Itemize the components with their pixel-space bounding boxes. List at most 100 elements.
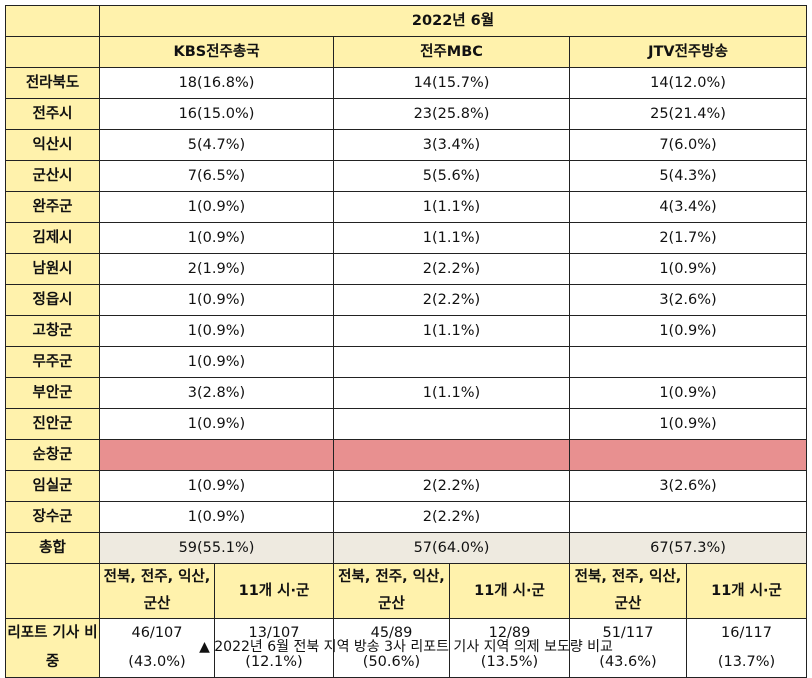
- period-row: 2022년 6월: [5, 5, 808, 37]
- count-cell: 1(0.9%): [568, 253, 808, 285]
- region-label: 총합: [5, 532, 100, 564]
- region-label: 군산시: [5, 160, 100, 192]
- count-cell: [568, 501, 808, 533]
- count-cell: 59(55.1%): [99, 532, 334, 564]
- region-label: 순창군: [5, 439, 100, 471]
- table-row: 전주시 16(15.0%) 23(25.8%) 25(21.4%): [5, 98, 808, 130]
- count-cell: 2(2.2%): [333, 253, 570, 285]
- count-cell: [333, 346, 570, 378]
- count-cell: 1(0.9%): [99, 315, 334, 347]
- count-cell: 23(25.8%): [333, 98, 570, 130]
- broadcaster-row: KBS전주총국 전주MBC JTV전주방송: [5, 36, 808, 68]
- count-cell: 4(3.4%): [568, 191, 808, 223]
- count-cell: [333, 439, 570, 471]
- report-count: 16/117: [721, 625, 773, 641]
- report-count: 12/89: [488, 625, 531, 641]
- region-label: 임실군: [5, 470, 100, 502]
- report-count: 13/107: [248, 625, 300, 641]
- count-cell: 57(64.0%): [333, 532, 570, 564]
- count-cell: 7(6.5%): [99, 160, 334, 192]
- table-row: 순창군: [5, 439, 808, 471]
- count-cell: 16(15.0%): [99, 98, 334, 130]
- count-cell: 2(2.2%): [333, 501, 570, 533]
- count-cell: 5(5.6%): [333, 160, 570, 192]
- corner-cell: [5, 5, 100, 37]
- total-row: 총합 59(55.1%) 57(64.0%) 67(57.3%): [5, 532, 808, 564]
- subheader-11-counties: 11개 시·군: [214, 563, 334, 619]
- count-cell: 67(57.3%): [568, 532, 808, 564]
- count-cell: 2(1.9%): [99, 253, 334, 285]
- region-label: 전주시: [5, 98, 100, 130]
- region-label: 익산시: [5, 129, 100, 161]
- region-label: 장수군: [5, 501, 100, 533]
- region-label: 진안군: [5, 408, 100, 440]
- region-label: 부안군: [5, 377, 100, 409]
- table-body: 2022년 6월 KBS전주총국 전주MBC JTV전주방송 전라북도 18(16…: [5, 5, 808, 678]
- count-cell: 1(0.9%): [99, 501, 334, 533]
- table-row: 전라북도 18(16.8%) 14(15.7%) 14(12.0%): [5, 67, 808, 99]
- count-cell: 3(2.8%): [99, 377, 334, 409]
- table-row: 군산시 7(6.5%) 5(5.6%) 5(4.3%): [5, 160, 808, 192]
- count-cell: 3(3.4%): [333, 129, 570, 161]
- subheader-major-cities: 전북, 전주, 익산, 군산: [569, 563, 687, 619]
- table-row: 임실군 1(0.9%) 2(2.2%) 3(2.6%): [5, 470, 808, 502]
- report-count: 46/107: [131, 625, 183, 641]
- corner-cell: [5, 563, 100, 619]
- count-cell: [568, 439, 808, 471]
- table-row: 고창군 1(0.9%) 1(1.1%) 1(0.9%): [5, 315, 808, 347]
- count-cell: 1(0.9%): [99, 191, 334, 223]
- subheader-11-counties: 11개 시·군: [685, 563, 808, 619]
- count-cell: 1(1.1%): [333, 377, 570, 409]
- broadcaster-header-jtv: JTV전주방송: [568, 36, 808, 68]
- count-cell: 1(0.9%): [568, 315, 808, 347]
- table-row: 장수군 1(0.9%) 2(2.2%): [5, 501, 808, 533]
- table-caption: ▲ 2022년 6월 전북 지역 방송 3사 리포트 기사 지역 의제 보도량 …: [199, 639, 613, 655]
- region-label: 정읍시: [5, 284, 100, 316]
- count-cell: [333, 408, 570, 440]
- count-cell: 1(0.9%): [99, 222, 334, 254]
- count-cell: 3(2.6%): [568, 470, 808, 502]
- count-cell: 2(2.2%): [333, 470, 570, 502]
- count-cell: 1(0.9%): [99, 408, 334, 440]
- count-cell: 1(0.9%): [99, 284, 334, 316]
- count-cell: 25(21.4%): [568, 98, 808, 130]
- count-cell: 18(16.8%): [99, 67, 334, 99]
- broadcaster-header-mbc: 전주MBC: [333, 36, 570, 68]
- subheader-major-cities: 전북, 전주, 익산, 군산: [99, 563, 215, 619]
- region-label: 고창군: [5, 315, 100, 347]
- corner-cell: [5, 36, 100, 68]
- table-row: 진안군 1(0.9%) 1(0.9%): [5, 408, 808, 440]
- count-cell: 5(4.7%): [99, 129, 334, 161]
- count-cell: 1(1.1%): [333, 191, 570, 223]
- table-row: 김제시 1(0.9%) 1(1.1%) 2(1.7%): [5, 222, 808, 254]
- count-cell: 1(0.9%): [568, 408, 808, 440]
- region-label: 남원시: [5, 253, 100, 285]
- count-cell: 1(1.1%): [333, 222, 570, 254]
- table-row: 부안군 3(2.8%) 1(1.1%) 1(0.9%): [5, 377, 808, 409]
- period-header: 2022년 6월: [98, 5, 808, 37]
- broadcaster-header-kbs: KBS전주총국: [99, 36, 334, 68]
- count-cell: 1(1.1%): [333, 315, 570, 347]
- region-label: 전라북도: [5, 67, 100, 99]
- region-label: 김제시: [5, 222, 100, 254]
- count-cell: 1(0.9%): [99, 470, 334, 502]
- report-count: 45/89: [370, 625, 413, 641]
- count-cell: [99, 439, 334, 471]
- table-row: 익산시 5(4.7%) 3(3.4%) 7(6.0%): [5, 129, 808, 161]
- count-cell: 5(4.3%): [568, 160, 808, 192]
- count-cell: 2(2.2%): [333, 284, 570, 316]
- count-cell: 3(2.6%): [568, 284, 808, 316]
- coverage-table: 2022년 6월 KBS전주총국 전주MBC JTV전주방송 전라북도 18(16…: [5, 5, 808, 678]
- count-cell: 14(12.0%): [568, 67, 808, 99]
- table-row: 정읍시 1(0.9%) 2(2.2%) 3(2.6%): [5, 284, 808, 316]
- subheader-row: 전북, 전주, 익산, 군산 11개 시·군 전북, 전주, 익산, 군산 11개 시…: [5, 563, 808, 619]
- subheader-11-counties: 11개 시·군: [449, 563, 570, 619]
- table-row: 완주군 1(0.9%) 1(1.1%) 4(3.4%): [5, 191, 808, 223]
- count-cell: 14(15.7%): [333, 67, 570, 99]
- count-cell: 2(1.7%): [568, 222, 808, 254]
- count-cell: 1(0.9%): [568, 377, 808, 409]
- table-row: 남원시 2(1.9%) 2(2.2%) 1(0.9%): [5, 253, 808, 285]
- region-label: 무주군: [5, 346, 100, 378]
- report-count: 51/117: [602, 625, 654, 641]
- region-label: 완주군: [5, 191, 100, 223]
